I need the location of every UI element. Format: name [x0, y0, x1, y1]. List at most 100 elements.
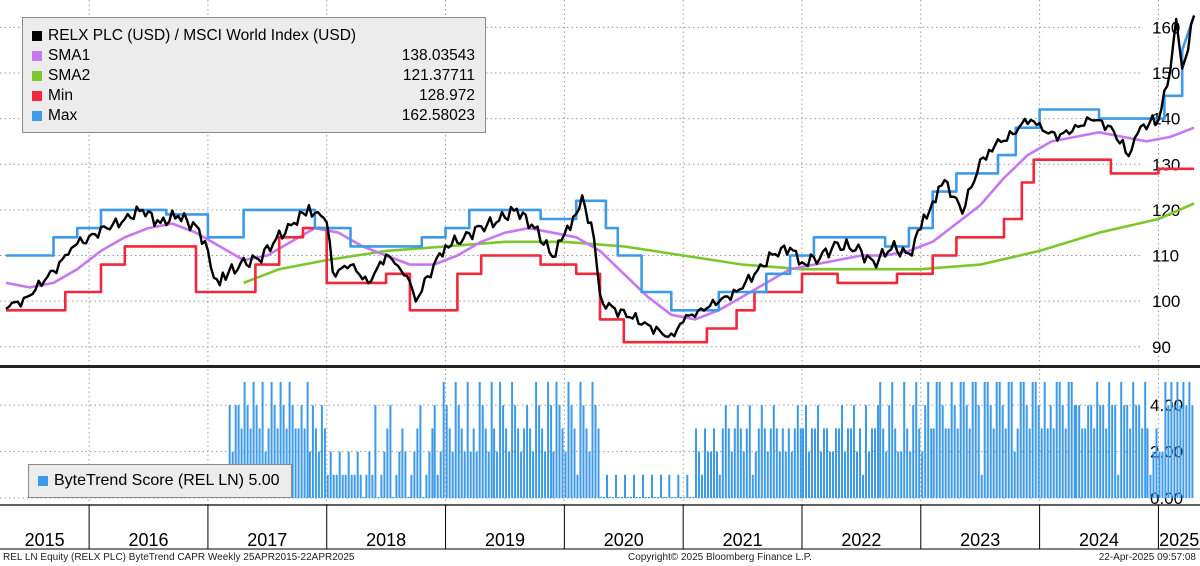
score-bar [1055, 381, 1058, 498]
score-bar [442, 381, 445, 498]
score-bar [457, 405, 460, 499]
score-bar [757, 428, 760, 499]
score-bar [727, 428, 730, 499]
score-bar [877, 405, 879, 499]
x-tick-label: 2017 [247, 530, 287, 550]
score-bar [317, 451, 320, 498]
score-bar [980, 474, 983, 498]
score-bar [389, 405, 392, 499]
score-bar [383, 451, 386, 498]
score-bar [431, 428, 434, 499]
score-bar [784, 451, 787, 498]
score-bar [1111, 405, 1114, 499]
score-bar [228, 405, 231, 499]
score-bar [344, 474, 347, 498]
score-bar [781, 428, 784, 499]
score-bar [894, 428, 897, 499]
score-bar [909, 451, 912, 498]
score-bar [505, 428, 508, 499]
score-bar [320, 405, 323, 499]
score-bar [517, 428, 520, 499]
score-bars [225, 381, 1194, 499]
score-bar [1084, 428, 1087, 499]
score-bar [353, 474, 356, 498]
score-bar [368, 451, 371, 498]
score-bar [660, 474, 662, 498]
score-bar [1105, 428, 1108, 499]
legend-item-sma1: SMA1 138.03543 [23, 46, 485, 66]
score-bar [636, 497, 638, 498]
score-bar [612, 497, 614, 498]
series-line-sma2 [243, 202, 1195, 285]
score-bar [401, 428, 404, 499]
score-bar [252, 381, 255, 498]
score-bar [1034, 381, 1037, 498]
score-bar [422, 497, 425, 498]
score-bar [692, 497, 695, 498]
score-bar [986, 381, 989, 498]
score-bar [1149, 474, 1152, 498]
score-bar [282, 405, 285, 499]
score-bar [657, 497, 659, 498]
score-bar [1081, 428, 1084, 499]
score-bar [371, 474, 374, 498]
score-bar [844, 451, 846, 498]
legend-swatch [32, 51, 42, 61]
score-bar [879, 381, 882, 498]
score-bar [974, 381, 977, 498]
score-bar [1052, 428, 1055, 499]
score-bar [766, 451, 769, 498]
score-bar [965, 405, 968, 499]
score-bar [1185, 405, 1188, 499]
score-bar [1075, 405, 1078, 499]
score-bar [689, 497, 692, 498]
x-tick-label: 2022 [841, 530, 881, 550]
score-bar [1090, 405, 1093, 499]
score-bar [433, 405, 436, 499]
score-bar [582, 405, 585, 499]
score-bar [1129, 428, 1132, 499]
score-bar [481, 405, 484, 499]
score-bar [624, 474, 626, 498]
score-bar [998, 381, 1001, 498]
score-bar [1049, 405, 1052, 499]
score-bar [332, 474, 335, 498]
score-bar [428, 451, 431, 498]
score-bar [285, 428, 288, 499]
y-tick-label: 100 [1152, 292, 1180, 311]
score-bar [648, 497, 650, 498]
score-bar [407, 497, 410, 498]
score-bar [1158, 451, 1161, 498]
score-bar [847, 428, 849, 499]
legend-item-price: RELX PLC (USD) / MSCI World Index (USD) [23, 26, 485, 46]
score-bar [977, 405, 980, 499]
score-bar [255, 405, 258, 499]
score-bar [555, 381, 558, 498]
score-bar [1010, 381, 1013, 498]
footer-right: 22-Apr-2025 09:57:08 [1098, 552, 1196, 563]
score-bar [573, 428, 576, 499]
score-bar [451, 451, 454, 498]
score-bar [871, 428, 873, 499]
score-bar [359, 474, 362, 498]
score-bar [1146, 428, 1149, 499]
score-bar [1123, 405, 1126, 499]
score-bar [832, 451, 834, 498]
x-tick-label: 2016 [128, 530, 168, 550]
score-bar [603, 497, 605, 498]
score-bar [306, 381, 309, 498]
score-bar [621, 497, 623, 498]
score-bar [835, 428, 837, 499]
score-bar [279, 381, 282, 498]
score-bar [558, 405, 561, 499]
score-bar [270, 381, 273, 498]
score-bar [826, 428, 828, 499]
score-bar [416, 428, 419, 499]
score-bar [817, 405, 819, 499]
score-bar [475, 451, 478, 498]
score-bar [526, 405, 529, 499]
score-bar [511, 381, 514, 498]
score-bar [1132, 381, 1135, 498]
score-bar [769, 428, 772, 499]
score-bar [439, 451, 442, 498]
